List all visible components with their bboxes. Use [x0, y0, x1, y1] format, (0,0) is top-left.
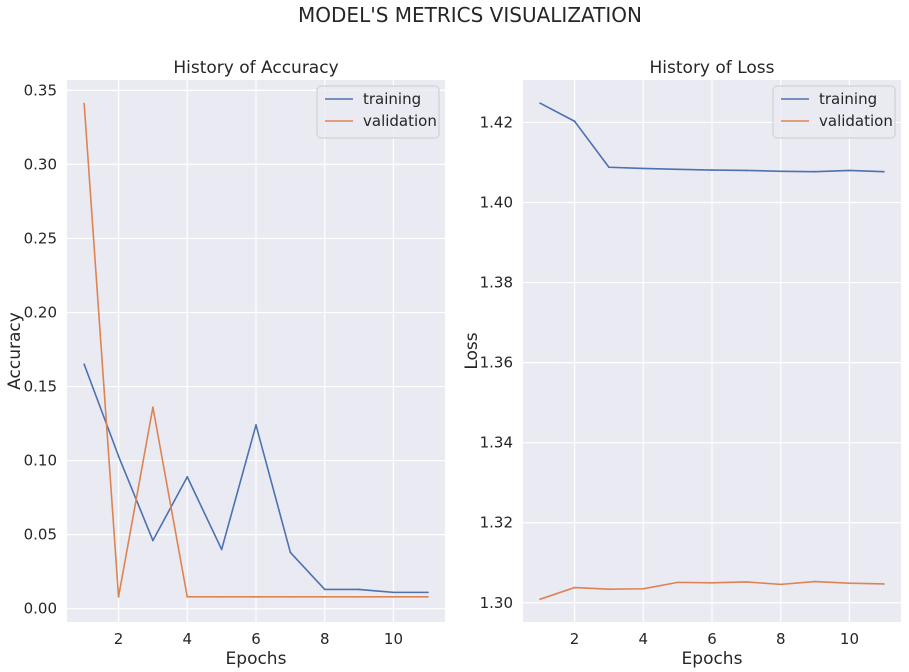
accuracy-ytick-label: 0.20: [24, 303, 57, 321]
loss-data-point-validation: [711, 581, 713, 584]
accuracy-data-point-training: [152, 539, 154, 542]
loss-data-point-training: [573, 120, 576, 123]
loss-ytick-label: 1.42: [480, 113, 513, 131]
accuracy-data-point-validation: [152, 406, 154, 409]
accuracy-y-axis-label: Accuracy: [5, 312, 25, 390]
accuracy-xtick-label: 2: [114, 630, 124, 648]
loss-legend-label-validation: validation: [819, 112, 893, 130]
accuracy-data-point-validation: [426, 595, 429, 598]
loss-data-point-training: [711, 169, 713, 171]
loss-y-axis-label: Loss: [462, 332, 482, 369]
loss-ytick-label: 1.32: [480, 514, 513, 532]
loss-data-point-validation: [676, 581, 679, 584]
loss-x-axis-label: Epochs: [682, 649, 743, 669]
accuracy-xtick-label: 10: [384, 630, 403, 648]
accuracy-legend-label-validation: validation: [363, 112, 437, 130]
accuracy-data-point-training: [186, 475, 189, 478]
accuracy-data-point-training: [289, 551, 292, 554]
loss-legend: training validation: [772, 85, 896, 139]
accuracy-data-point-validation: [117, 595, 120, 598]
accuracy-ytick-label: 0.30: [24, 155, 57, 173]
loss-ytick-label: 1.38: [480, 274, 513, 292]
accuracy-xtick-label: 8: [320, 630, 330, 648]
accuracy-data-point-training: [83, 363, 86, 366]
loss-chart: 1.30 1.32 1.34 1.36 1.38 1.40 1.42 2 4 6 8 10 Histor…: [462, 58, 901, 669]
accuracy-data-point-validation: [323, 595, 326, 598]
loss-xtick-label: 2: [570, 630, 580, 648]
loss-data-point-training: [539, 102, 542, 105]
loss-data-point-training: [814, 170, 816, 173]
figure-suptitle: MODEL'S METRICS VISUALIZATION: [298, 3, 642, 27]
accuracy-data-point-training: [117, 455, 120, 458]
accuracy-data-point-validation: [255, 595, 257, 598]
accuracy-data-point-training: [255, 424, 257, 426]
accuracy-data-point-validation: [83, 102, 86, 105]
loss-data-point-validation: [573, 586, 576, 589]
loss-data-point-training: [882, 170, 885, 173]
accuracy-ytick-label: 0.00: [24, 600, 57, 618]
accuracy-data-point-validation: [186, 595, 189, 598]
accuracy-data-point-validation: [289, 595, 292, 598]
loss-ytick-label: 1.36: [480, 354, 513, 372]
accuracy-ytick-label: 0.35: [24, 81, 57, 99]
accuracy-data-point-training: [323, 588, 326, 591]
loss-data-point-training: [608, 166, 610, 169]
loss-data-point-validation: [848, 582, 851, 585]
accuracy-data-point-training: [392, 591, 395, 594]
accuracy-data-point-training: [358, 588, 360, 591]
loss-data-point-training: [745, 169, 748, 172]
accuracy-ytick-label: 0.25: [24, 229, 57, 247]
loss-data-point-validation: [642, 587, 645, 590]
accuracy-ytick-label: 0.10: [24, 452, 57, 470]
accuracy-ytick-label: 0.15: [24, 378, 57, 396]
accuracy-xtick-label: 4: [182, 630, 192, 648]
accuracy-legend-label-training: training: [363, 90, 421, 108]
accuracy-ytick-label: 0.05: [24, 526, 57, 544]
loss-data-point-validation: [608, 588, 610, 591]
accuracy-x-axis-label: Epochs: [226, 649, 287, 669]
loss-data-point-training: [779, 170, 782, 173]
accuracy-legend: training validation: [316, 85, 440, 139]
loss-ytick-label: 1.34: [480, 434, 513, 452]
loss-data-point-training: [676, 168, 679, 171]
accuracy-data-point-validation: [358, 595, 360, 598]
loss-data-point-training: [848, 169, 851, 172]
accuracy-data-point-validation: [392, 595, 395, 598]
loss-legend-label-training: training: [819, 90, 877, 108]
loss-ytick-label: 1.30: [480, 594, 513, 612]
loss-data-point-validation: [745, 581, 748, 583]
loss-data-point-validation: [882, 583, 885, 585]
loss-data-point-validation: [814, 580, 816, 583]
loss-data-point-training: [642, 167, 645, 170]
loss-data-point-validation: [539, 598, 542, 601]
accuracy-chart: 0.00 0.05 0.10 0.15 0.20 0.25 0.30 0.35 2 4 6 8 10 Hi…: [5, 58, 445, 669]
loss-xtick-label: 8: [776, 630, 786, 648]
loss-data-point-validation: [779, 583, 782, 586]
loss-xtick-label: 10: [840, 630, 859, 648]
accuracy-chart-title: History of Accuracy: [173, 58, 338, 78]
loss-xtick-label: 4: [638, 630, 648, 648]
loss-ytick-label: 1.40: [480, 193, 513, 211]
accuracy-data-point-training: [426, 591, 429, 594]
accuracy-data-point-validation: [220, 595, 223, 598]
loss-xtick-label: 6: [707, 630, 717, 648]
loss-chart-title: History of Loss: [650, 58, 775, 78]
accuracy-data-point-training: [220, 548, 223, 551]
accuracy-xtick-label: 6: [251, 630, 261, 648]
